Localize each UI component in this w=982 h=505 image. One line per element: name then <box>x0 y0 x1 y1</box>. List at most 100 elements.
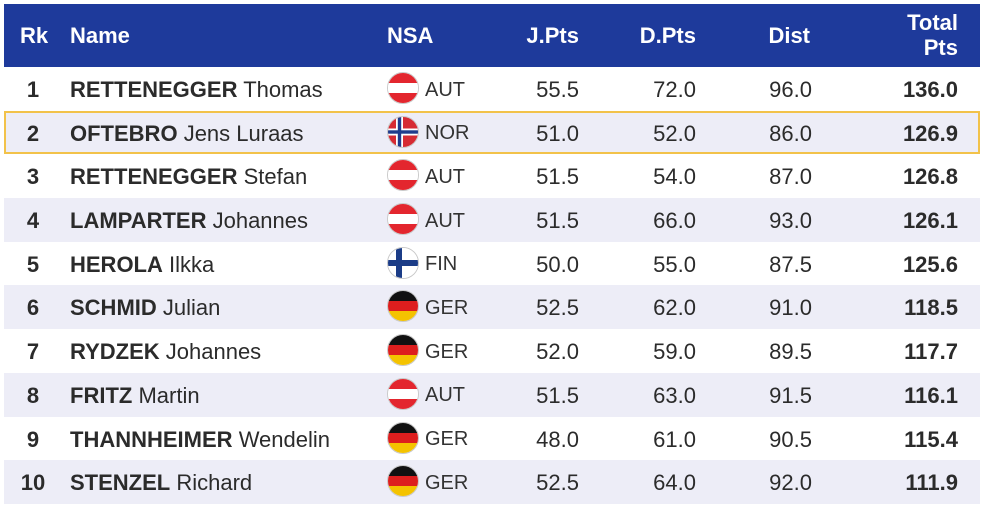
header-total-line2: Pts <box>923 35 958 60</box>
table-row[interactable]: 8 FRITZ Martin AUT 51.5 63.0 91.5 116.1 <box>4 372 980 417</box>
nsa-code: GER <box>425 340 469 363</box>
distance-points-cell: 61.0 <box>653 426 696 452</box>
athlete-name-cell[interactable]: THANNHEIMER Wendelin <box>70 427 330 453</box>
distance-points-cell: 55.0 <box>653 251 696 277</box>
athlete-last-name: RYDZEK <box>70 339 160 365</box>
distance-cell: 91.0 <box>769 295 812 321</box>
austria-flag-icon <box>387 159 419 192</box>
athlete-first-name: Julian <box>162 295 221 321</box>
athlete-last-name: RETTENEGGER <box>70 164 238 190</box>
jump-points-cell: 51.5 <box>536 382 579 408</box>
athlete-name-cell[interactable]: FRITZ Martin <box>70 383 200 409</box>
athlete-first-name: Stefan <box>243 164 308 190</box>
jump-points-cell: 52.5 <box>536 470 579 496</box>
jump-points-cell: 51.0 <box>536 120 579 146</box>
distance-cell: 87.0 <box>769 164 812 190</box>
table-row[interactable]: 10 STENZEL Richard GER 52.5 64.0 92.0 11… <box>4 460 980 504</box>
nsa-cell: GER <box>387 334 469 367</box>
athlete-name-cell[interactable]: SCHMID Julian <box>70 295 220 321</box>
nsa-code: AUT <box>425 78 465 101</box>
nsa-cell: GER <box>387 290 469 323</box>
table-row[interactable]: 4 LAMPARTER Johannes AUT 51.5 66.0 93.0 … <box>4 198 980 242</box>
total-points-cell: 111.9 <box>905 470 958 496</box>
nsa-cell: GER <box>387 421 469 454</box>
athlete-last-name: HEROLA <box>70 251 163 277</box>
jump-points-cell: 50.0 <box>536 251 579 277</box>
athlete-name-cell[interactable]: OFTEBRO Jens Luraas <box>70 121 304 147</box>
nsa-code: FIN <box>425 253 458 276</box>
header-jump-points: J.Pts <box>526 23 579 48</box>
distance-points-cell: 66.0 <box>653 208 696 234</box>
rank-cell: 4 <box>26 208 40 234</box>
distance-cell: 90.5 <box>769 426 812 452</box>
athlete-name-cell[interactable]: RYDZEK Johannes <box>70 339 261 365</box>
jump-points-cell: 48.0 <box>536 426 579 452</box>
header-total-points: Total Pts <box>907 10 958 60</box>
athlete-first-name: Richard <box>176 470 253 496</box>
header-name: Name <box>70 23 130 48</box>
athlete-last-name: THANNHEIMER <box>70 426 233 452</box>
austria-flag-icon <box>387 203 419 236</box>
jump-points-cell: 52.5 <box>536 295 579 321</box>
distance-cell: 87.5 <box>769 251 812 277</box>
distance-cell: 96.0 <box>769 77 812 102</box>
distance-points-cell: 52.0 <box>653 120 696 146</box>
table-row[interactable]: 5 HEROLA Ilkka FIN 50.0 55.0 87.5 125.6 <box>4 241 980 286</box>
nsa-code: GER <box>425 428 469 450</box>
austria-flag-icon <box>387 72 419 104</box>
distance-points-cell: 54.0 <box>653 164 696 190</box>
nsa-cell: AUT <box>387 203 465 236</box>
distance-points-cell: 59.0 <box>653 339 696 365</box>
table-row[interactable]: 2 OFTEBRO Jens Luraas NOR 51.0 52.0 86.0… <box>4 110 980 155</box>
athlete-name-cell[interactable]: LAMPARTER Johannes <box>70 208 308 234</box>
athlete-name-cell[interactable]: RETTENEGGER Stefan <box>70 164 307 190</box>
nsa-code: AUT <box>425 165 465 188</box>
jump-points-cell: 51.5 <box>536 164 579 190</box>
germany-flag-icon <box>387 290 419 323</box>
total-points-cell: 118.5 <box>904 295 958 321</box>
athlete-first-name: Thomas <box>243 77 323 102</box>
rank-cell: 9 <box>26 426 40 452</box>
athlete-last-name: STENZEL <box>70 470 171 496</box>
athlete-last-name: RETTENEGGER <box>70 77 238 102</box>
jump-points-cell: 55.5 <box>536 77 579 102</box>
nsa-cell: GER <box>387 465 468 498</box>
rank-cell: 7 <box>26 339 40 365</box>
table-row[interactable]: 3 RETTENEGGER Stefan AUT 51.5 54.0 87.0 … <box>4 154 980 199</box>
athlete-name-cell[interactable]: RETTENEGGER Thomas <box>70 77 323 103</box>
rank-cell: 1 <box>26 77 40 102</box>
table-row[interactable]: 9 THANNHEIMER Wendelin GER 48.0 61.0 90.… <box>4 416 980 461</box>
table-body: 1 RETTENEGGER Thomas AUT 55.5 72.0 96.0 … <box>4 67 980 504</box>
table-row[interactable]: 1 RETTENEGGER Thomas AUT 55.5 72.0 96.0 … <box>4 67 980 111</box>
germany-flag-icon <box>387 421 419 454</box>
total-points-cell: 115.4 <box>904 426 958 452</box>
rank-cell: 6 <box>26 295 40 321</box>
table-row[interactable]: 7 RYDZEK Johannes GER 52.0 59.0 89.5 117… <box>4 329 980 373</box>
athlete-first-name: Johannes <box>165 339 262 365</box>
nsa-cell: NOR <box>387 115 469 148</box>
results-table: Rk Name NSA J.Pts D.Pts Dist Total Pts 1… <box>4 4 980 504</box>
distance-cell: 92.0 <box>769 470 812 496</box>
distance-cell: 89.5 <box>769 339 812 365</box>
header-distance-points: D.Pts <box>639 23 696 48</box>
athlete-last-name: LAMPARTER <box>70 208 207 234</box>
rank-cell: 8 <box>26 382 40 408</box>
athlete-name-cell[interactable]: HEROLA Ilkka <box>70 252 214 278</box>
athlete-name-cell[interactable]: STENZEL Richard <box>70 470 252 496</box>
table-row[interactable]: 6 SCHMID Julian GER 52.5 62.0 91.0 118.5 <box>4 285 980 330</box>
athlete-first-name: Johannes <box>212 208 309 234</box>
nsa-cell: AUT <box>387 377 465 410</box>
distance-cell: 86.0 <box>769 120 812 146</box>
athlete-last-name: FRITZ <box>70 382 133 408</box>
athlete-first-name: Jens Luraas <box>183 120 304 146</box>
athlete-last-name: OFTEBRO <box>70 120 178 146</box>
nsa-code: GER <box>425 296 469 319</box>
rank-cell: 10 <box>20 470 46 496</box>
table-header: Rk Name NSA J.Pts D.Pts Dist Total Pts <box>4 4 980 67</box>
norway-flag-icon <box>387 115 419 148</box>
total-points-cell: 126.8 <box>902 164 958 190</box>
jump-points-cell: 52.0 <box>536 339 579 365</box>
total-points-cell: 116.1 <box>904 382 958 408</box>
austria-flag-icon <box>387 377 419 410</box>
distance-cell: 93.0 <box>769 208 812 234</box>
